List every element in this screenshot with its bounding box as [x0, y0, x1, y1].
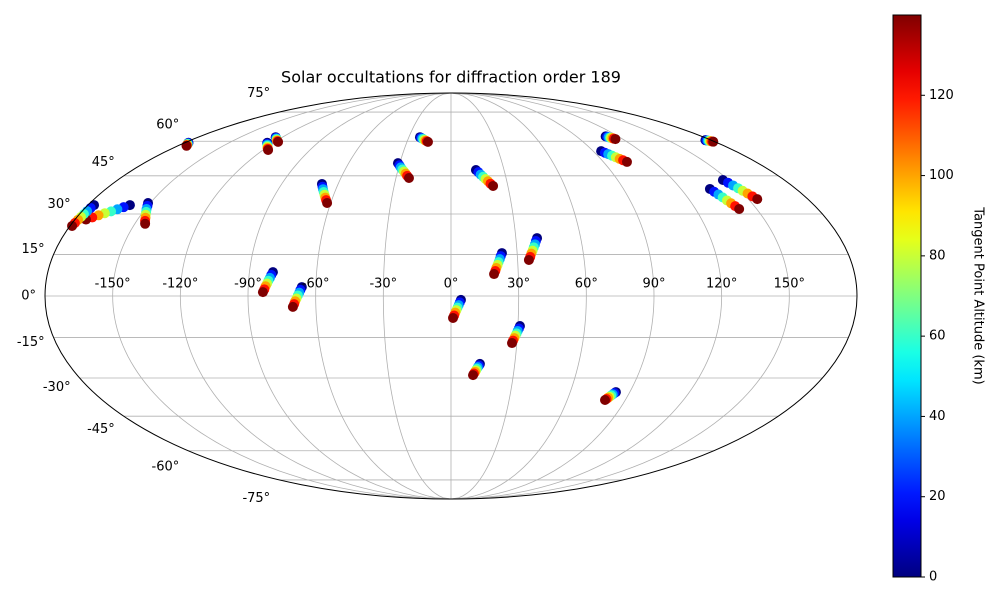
x-tick-label: -120° [162, 277, 198, 292]
y-tick-label: -30° [43, 380, 71, 395]
colorbar-tick-label: 0 [929, 570, 937, 585]
x-tick-label: 30° [507, 277, 530, 292]
track-point [734, 204, 745, 215]
x-tick-label: 60° [575, 277, 598, 292]
track-point [599, 394, 610, 405]
y-tick-label: 45° [92, 155, 115, 170]
y-tick-label: -75° [242, 491, 270, 506]
track-point [448, 312, 459, 323]
x-tick-label: -150° [95, 277, 131, 292]
track-point [489, 269, 500, 280]
track-point [621, 156, 632, 167]
colorbar [892, 14, 922, 578]
colorbar-tick-label: 100 [929, 168, 954, 183]
track-point [422, 136, 433, 147]
colorbar-label: Tangent Point Altitude (km) [971, 206, 986, 384]
colorbar-tick-label: 60 [929, 329, 946, 344]
map-boundary [44, 92, 858, 500]
track-point [257, 287, 268, 298]
chart-title: Solar occultations for diffraction order… [281, 68, 621, 87]
track-point [140, 218, 151, 229]
y-tick-label: -60° [152, 460, 180, 475]
track-point [488, 180, 499, 191]
axes: -150° -120° -90° -60° -30° 0° 30° 60° 90° 120° 150… [17, 14, 954, 585]
x-tick-label: 150° [774, 277, 805, 292]
x-tick-label: 0° [444, 277, 459, 292]
grid-line [382, 92, 452, 500]
track-point [273, 136, 284, 147]
x-tick-label: -90° [234, 277, 262, 292]
x-tick-label: -60° [302, 277, 330, 292]
track-point [506, 338, 517, 349]
colorbar-tick-label: 120 [929, 88, 954, 103]
track-point [287, 301, 298, 312]
colorbar-tick-label: 20 [929, 489, 946, 504]
occultation-tracks [67, 131, 763, 405]
track-point [523, 254, 534, 265]
track-point [403, 173, 414, 184]
y-tick-label: 60° [156, 117, 179, 132]
track-point [468, 370, 479, 381]
x-tick-label: -30° [369, 277, 397, 292]
y-tick-label: -45° [87, 422, 115, 437]
track-point [67, 220, 78, 231]
y-tick-label: 75° [247, 86, 270, 101]
y-tick-label: 0° [21, 289, 36, 304]
track-point [610, 134, 621, 145]
grid-line [450, 92, 655, 500]
graticule [45, 92, 857, 500]
y-tick-label: -15° [17, 335, 45, 350]
colorbar-tick-label: 80 [929, 248, 946, 263]
grid-line [450, 92, 587, 500]
x-tick-label: 120° [706, 277, 737, 292]
grid-line [450, 92, 723, 500]
track-point [708, 136, 719, 147]
grid-line [247, 92, 452, 500]
track-point [322, 198, 333, 209]
grid-line [112, 92, 452, 500]
track-point [752, 194, 763, 205]
y-tick-label: 15° [22, 242, 45, 257]
grid-line [315, 92, 452, 500]
grid-line [450, 92, 790, 500]
colorbar-tick-label: 40 [929, 409, 946, 424]
grid-line [450, 92, 520, 500]
y-tick-label: 30° [48, 197, 71, 212]
x-tick-label: 90° [642, 277, 665, 292]
track-point [263, 145, 274, 156]
